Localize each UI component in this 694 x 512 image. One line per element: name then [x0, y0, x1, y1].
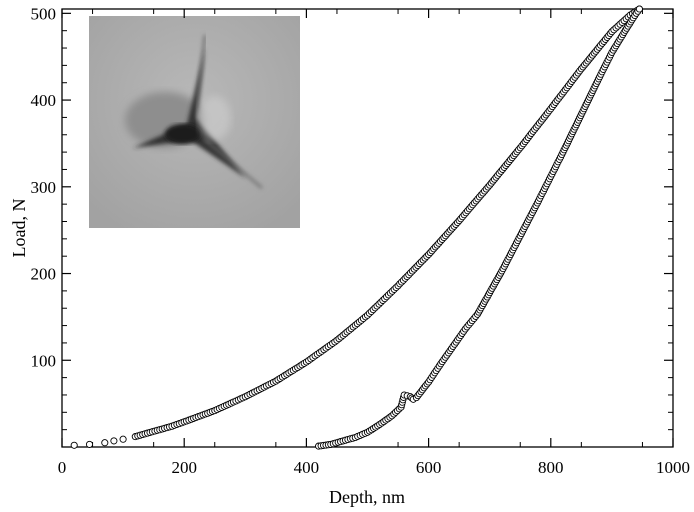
data-points: [70, 5, 643, 450]
data-point: [70, 441, 78, 449]
data-point: [110, 437, 118, 445]
y-tick-label: 400: [31, 91, 57, 110]
indent-imprint: [125, 34, 263, 189]
data-point: [119, 435, 127, 443]
x-tick-label: 1000: [656, 458, 690, 477]
y-tick-labels: 100 200 300 400 500: [31, 4, 57, 370]
x-tick-labels: 0 200 400 600 800 1000: [58, 458, 690, 477]
highlight: [199, 96, 231, 140]
x-tick-label: 200: [171, 458, 197, 477]
y-tick-label: 200: [31, 265, 57, 284]
y-tick-label: 100: [31, 351, 57, 370]
data-point: [85, 440, 94, 448]
x-tick-label: 800: [538, 458, 564, 477]
y-tick-label: 300: [31, 178, 57, 197]
y-axis-title: Load, N: [9, 199, 29, 258]
x-tick-label: 0: [58, 458, 67, 477]
indent-dark-center: [165, 124, 201, 144]
data-point: [635, 5, 643, 13]
data-point: [101, 439, 109, 447]
inset-micrograph: [89, 16, 300, 228]
crack-up: [196, 34, 206, 111]
x-axis-title: Depth, nm: [329, 487, 405, 507]
x-tick-label: 400: [294, 458, 320, 477]
y-tick-label: 500: [31, 4, 57, 23]
indent-core: [133, 48, 246, 178]
axis-ticks: [61, 9, 674, 447]
x-tick-label: 600: [416, 458, 442, 477]
crack-right: [204, 139, 263, 189]
